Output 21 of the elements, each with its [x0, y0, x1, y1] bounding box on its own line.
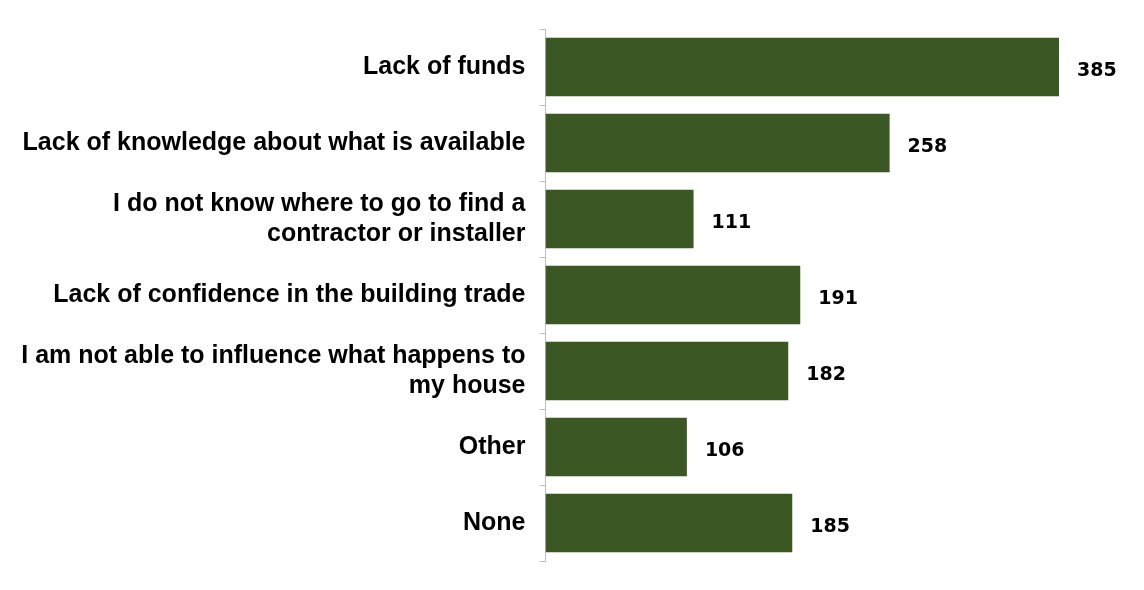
data-label: 191: [818, 285, 858, 308]
y-tick-label: I am not able to influence what happens to my house: [21, 339, 526, 398]
y-tick-label: None: [463, 506, 526, 535]
y-tick-label: Lack of funds: [362, 50, 526, 79]
data-label: 111: [711, 209, 752, 232]
bar: [545, 265, 801, 325]
data-label: 258: [907, 133, 948, 156]
bar: [545, 113, 890, 173]
data-label: 106: [704, 437, 745, 460]
y-tick-label: Lack of knowledge about what is available: [22, 126, 526, 155]
y-tick-label: I do not know where to go to find a contractor or installer: [113, 187, 527, 246]
data-label: 185: [810, 513, 850, 536]
bar: [545, 341, 789, 401]
y-tick-label: Lack of confidence in the building trade: [53, 278, 526, 307]
bar: [545, 493, 793, 553]
bar: [545, 37, 1059, 97]
data-label: 182: [806, 361, 846, 384]
bar: [545, 189, 694, 249]
bar: [545, 417, 687, 477]
data-label: 385: [1076, 57, 1117, 80]
y-tick-label: Other: [458, 430, 526, 459]
